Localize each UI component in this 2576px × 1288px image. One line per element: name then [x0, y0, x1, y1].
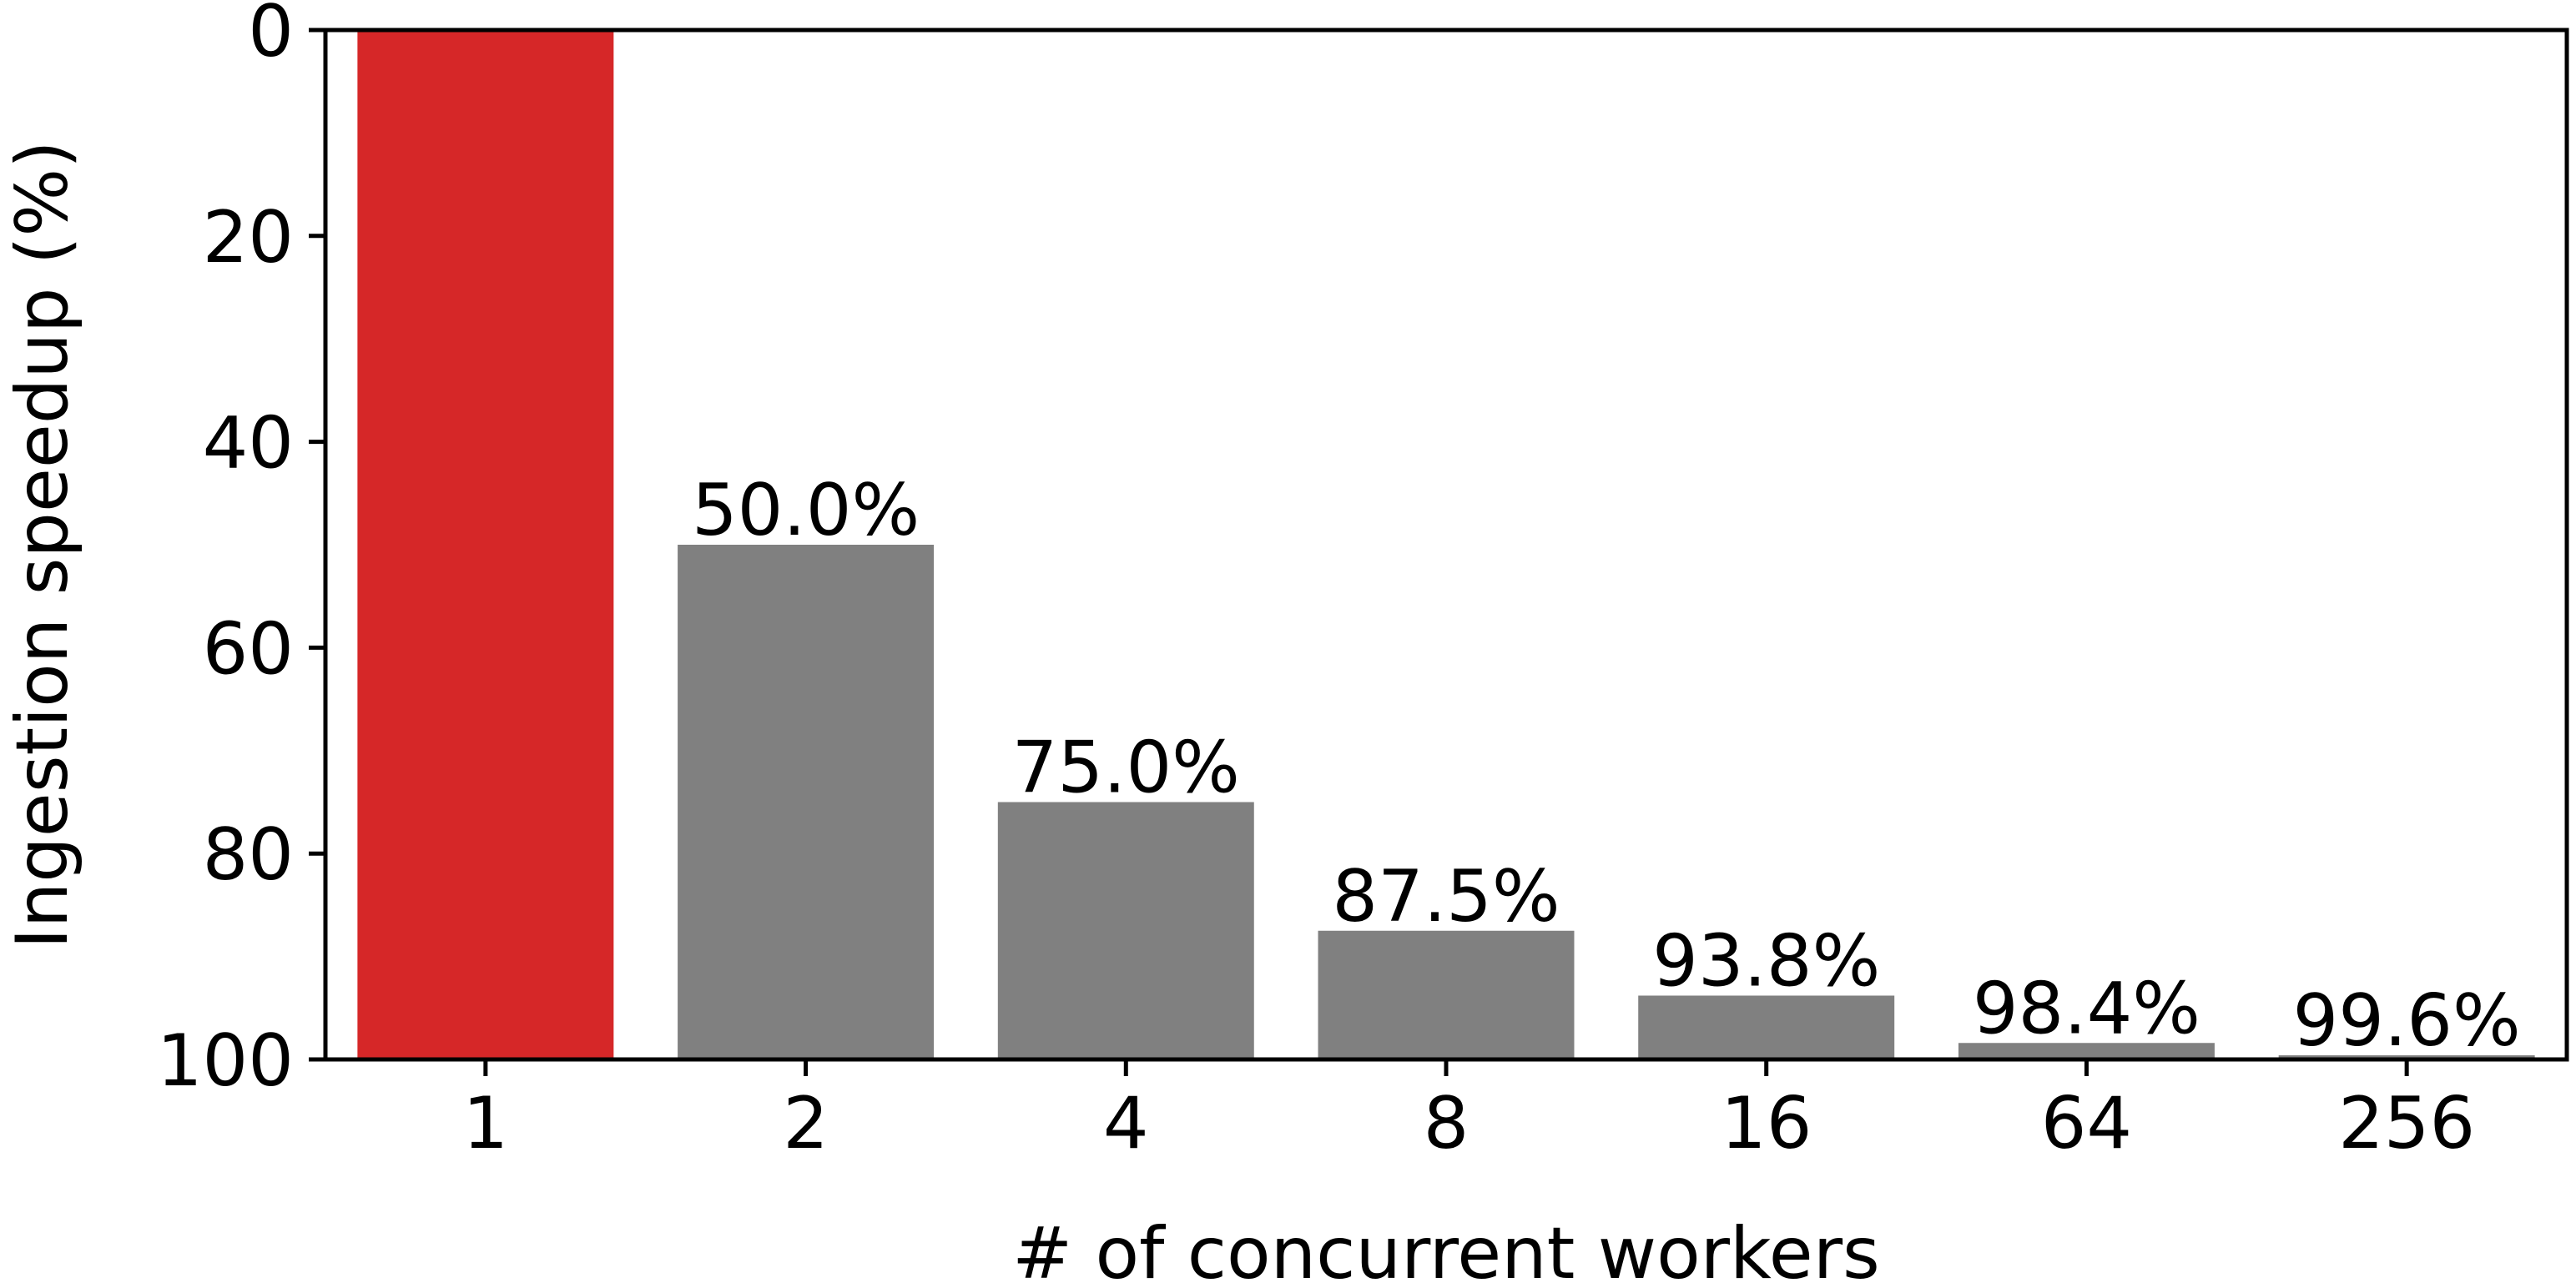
- y-tick-label: 20: [203, 196, 294, 279]
- bar-data-label: 99.6%: [2293, 979, 2521, 1063]
- x-axis-ticks: 1 2 4 8 16 64 256: [462, 1059, 2475, 1165]
- y-tick-label: 60: [203, 607, 294, 691]
- bars-group: [357, 30, 2535, 1059]
- bar-64: [1958, 1043, 2215, 1059]
- bar-data-label: 50.0%: [692, 469, 920, 552]
- bar-16: [1638, 995, 1895, 1059]
- bar-data-label: 98.4%: [1973, 967, 2200, 1050]
- bar-labels-group: 50.0% 75.0% 87.5% 93.8% 98.4% 99.6%: [692, 469, 2521, 1063]
- x-tick-label: 4: [1103, 1082, 1149, 1165]
- x-tick-label: 2: [783, 1082, 829, 1165]
- bar-data-label: 93.8%: [1652, 919, 1880, 1003]
- x-tick-label: 64: [2041, 1082, 2132, 1165]
- y-tick-label: 40: [203, 402, 294, 486]
- x-tick-label: 256: [2338, 1082, 2475, 1165]
- bar-8: [1318, 930, 1575, 1059]
- bar-1: [357, 30, 614, 1059]
- x-tick-label: 8: [1424, 1082, 1469, 1165]
- y-axis-ticks: 0 20 40 60 80 100: [157, 0, 325, 1103]
- y-tick-label: 100: [157, 1019, 294, 1103]
- bar-4: [997, 802, 1254, 1059]
- bar-2: [678, 545, 935, 1059]
- plot-frame: [323, 28, 2569, 1062]
- x-tick-label: 1: [462, 1082, 508, 1165]
- x-tick-label: 16: [1721, 1082, 1812, 1165]
- bar-data-label: 75.0%: [1012, 727, 1240, 810]
- y-axis-title: Ingestion speedup (%): [1, 140, 84, 948]
- x-axis-title: # of concurrent workers: [1012, 1212, 1880, 1288]
- y-tick-label: 80: [203, 813, 294, 897]
- bar-data-label: 87.5%: [1332, 855, 1560, 938]
- y-tick-label: 0: [248, 0, 294, 73]
